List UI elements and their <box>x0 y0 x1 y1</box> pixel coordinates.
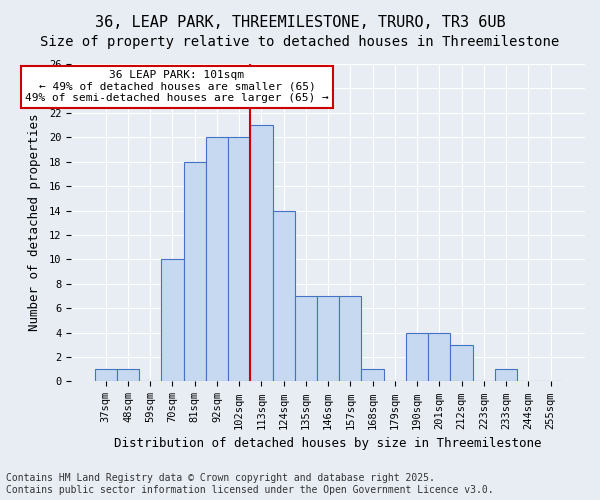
Text: 36, LEAP PARK, THREEMILESTONE, TRURO, TR3 6UB: 36, LEAP PARK, THREEMILESTONE, TRURO, TR… <box>95 15 505 30</box>
Bar <box>339 296 361 382</box>
Bar <box>250 125 272 382</box>
Bar <box>206 138 228 382</box>
Bar <box>184 162 206 382</box>
Bar <box>495 369 517 382</box>
Text: Contains HM Land Registry data © Crown copyright and database right 2025.
Contai: Contains HM Land Registry data © Crown c… <box>6 474 494 495</box>
Bar <box>317 296 339 382</box>
X-axis label: Distribution of detached houses by size in Threemilestone: Distribution of detached houses by size … <box>115 437 542 450</box>
Y-axis label: Number of detached properties: Number of detached properties <box>28 114 41 332</box>
Bar <box>161 260 184 382</box>
Bar <box>117 369 139 382</box>
Bar <box>361 369 384 382</box>
Bar <box>95 369 117 382</box>
Bar <box>228 138 250 382</box>
Text: 36 LEAP PARK: 101sqm
← 49% of detached houses are smaller (65)
49% of semi-detac: 36 LEAP PARK: 101sqm ← 49% of detached h… <box>25 70 329 103</box>
Bar <box>406 332 428 382</box>
Bar <box>451 345 473 382</box>
Bar <box>428 332 451 382</box>
Bar <box>295 296 317 382</box>
Bar <box>272 210 295 382</box>
Text: Size of property relative to detached houses in Threemilestone: Size of property relative to detached ho… <box>40 35 560 49</box>
